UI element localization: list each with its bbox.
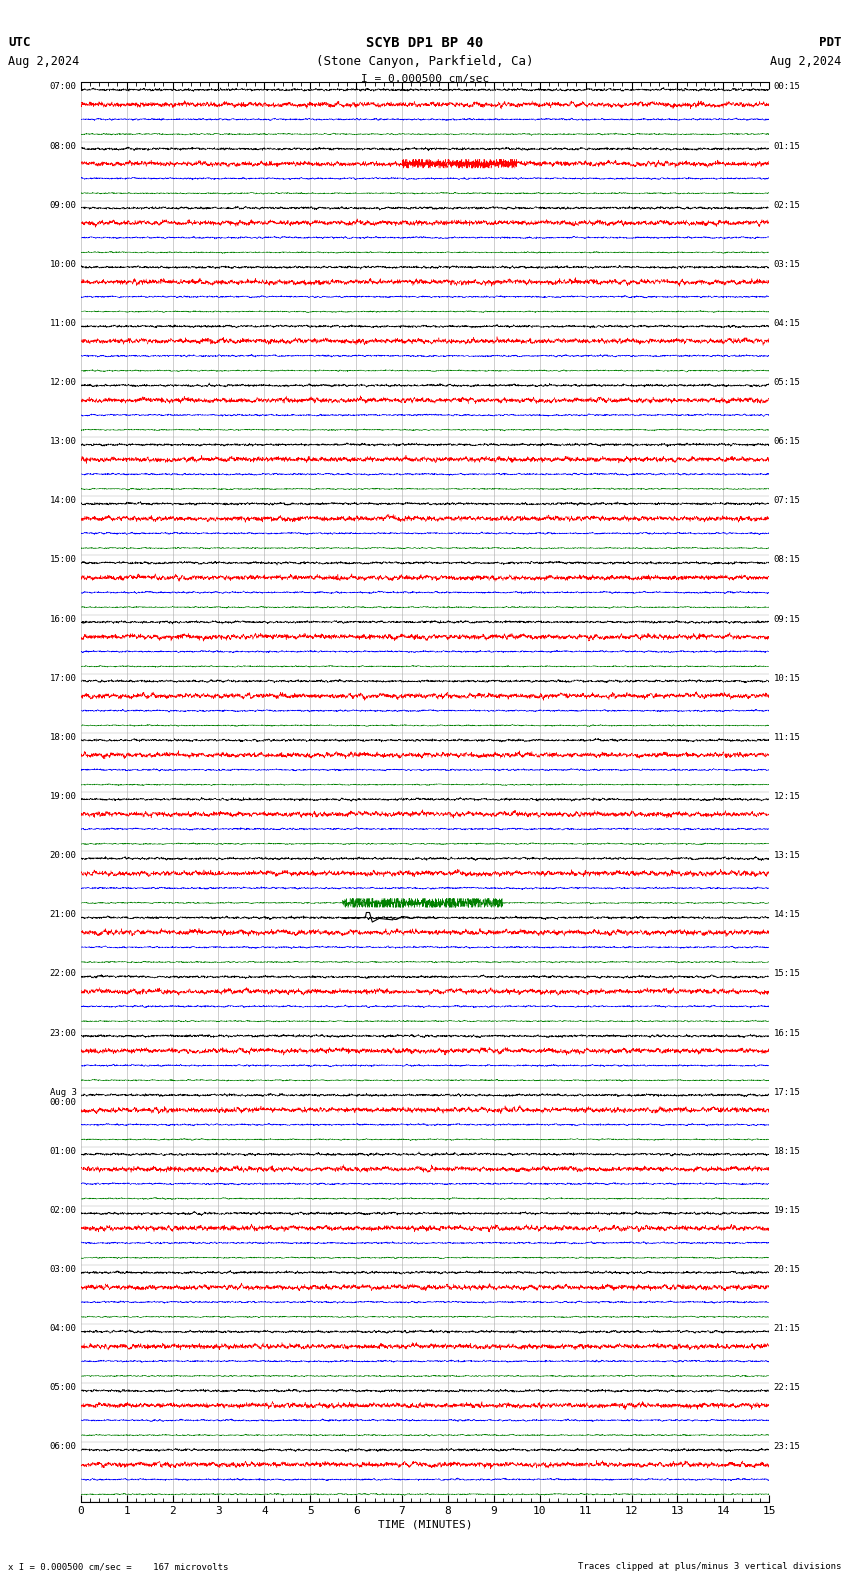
- Text: UTC: UTC: [8, 36, 31, 49]
- Text: Traces clipped at plus/minus 3 vertical divisions: Traces clipped at plus/minus 3 vertical …: [578, 1562, 842, 1571]
- Text: x I = 0.000500 cm/sec =    167 microvolts: x I = 0.000500 cm/sec = 167 microvolts: [8, 1562, 229, 1571]
- Text: 18:15: 18:15: [774, 1147, 801, 1156]
- Text: 19:00: 19:00: [49, 792, 76, 802]
- Text: 13:15: 13:15: [774, 851, 801, 860]
- Text: 07:00: 07:00: [49, 82, 76, 92]
- Text: 06:00: 06:00: [49, 1443, 76, 1451]
- Text: 05:15: 05:15: [774, 379, 801, 386]
- Text: 04:00: 04:00: [49, 1324, 76, 1334]
- Text: 15:00: 15:00: [49, 556, 76, 564]
- Text: SCYB DP1 BP 40: SCYB DP1 BP 40: [366, 36, 484, 51]
- Text: (Stone Canyon, Parkfield, Ca): (Stone Canyon, Parkfield, Ca): [316, 55, 534, 68]
- Text: Aug 3
00:00: Aug 3 00:00: [49, 1088, 76, 1107]
- Text: 07:15: 07:15: [774, 496, 801, 505]
- Text: 17:15: 17:15: [774, 1088, 801, 1096]
- Text: 08:00: 08:00: [49, 141, 76, 150]
- Text: 14:15: 14:15: [774, 911, 801, 919]
- Text: 15:15: 15:15: [774, 969, 801, 979]
- Text: 09:00: 09:00: [49, 201, 76, 209]
- Text: 03:15: 03:15: [774, 260, 801, 269]
- Text: 23:15: 23:15: [774, 1443, 801, 1451]
- Text: 21:15: 21:15: [774, 1324, 801, 1334]
- Text: 00:15: 00:15: [774, 82, 801, 92]
- Text: 01:00: 01:00: [49, 1147, 76, 1156]
- Text: 20:15: 20:15: [774, 1266, 801, 1274]
- Text: 06:15: 06:15: [774, 437, 801, 447]
- Text: 23:00: 23:00: [49, 1028, 76, 1038]
- Text: 12:00: 12:00: [49, 379, 76, 386]
- Text: 05:00: 05:00: [49, 1383, 76, 1392]
- Text: 21:00: 21:00: [49, 911, 76, 919]
- Text: 11:00: 11:00: [49, 318, 76, 328]
- Text: 19:15: 19:15: [774, 1205, 801, 1215]
- Text: PDT: PDT: [819, 36, 842, 49]
- Text: 08:15: 08:15: [774, 556, 801, 564]
- Text: 18:00: 18:00: [49, 733, 76, 741]
- Text: 02:15: 02:15: [774, 201, 801, 209]
- Text: 04:15: 04:15: [774, 318, 801, 328]
- Text: 13:00: 13:00: [49, 437, 76, 447]
- Text: 01:15: 01:15: [774, 141, 801, 150]
- Text: 22:00: 22:00: [49, 969, 76, 979]
- Text: Aug 2,2024: Aug 2,2024: [770, 55, 842, 68]
- Text: I = 0.000500 cm/sec: I = 0.000500 cm/sec: [361, 74, 489, 84]
- Text: 10:15: 10:15: [774, 673, 801, 683]
- Text: 11:15: 11:15: [774, 733, 801, 741]
- Text: 16:00: 16:00: [49, 615, 76, 624]
- Text: 02:00: 02:00: [49, 1205, 76, 1215]
- Text: 10:00: 10:00: [49, 260, 76, 269]
- Text: 22:15: 22:15: [774, 1383, 801, 1392]
- Text: 16:15: 16:15: [774, 1028, 801, 1038]
- Text: 12:15: 12:15: [774, 792, 801, 802]
- Text: Aug 2,2024: Aug 2,2024: [8, 55, 80, 68]
- Text: 09:15: 09:15: [774, 615, 801, 624]
- Text: 17:00: 17:00: [49, 673, 76, 683]
- Text: 03:00: 03:00: [49, 1266, 76, 1274]
- Text: 20:00: 20:00: [49, 851, 76, 860]
- X-axis label: TIME (MINUTES): TIME (MINUTES): [377, 1519, 473, 1529]
- Text: 14:00: 14:00: [49, 496, 76, 505]
